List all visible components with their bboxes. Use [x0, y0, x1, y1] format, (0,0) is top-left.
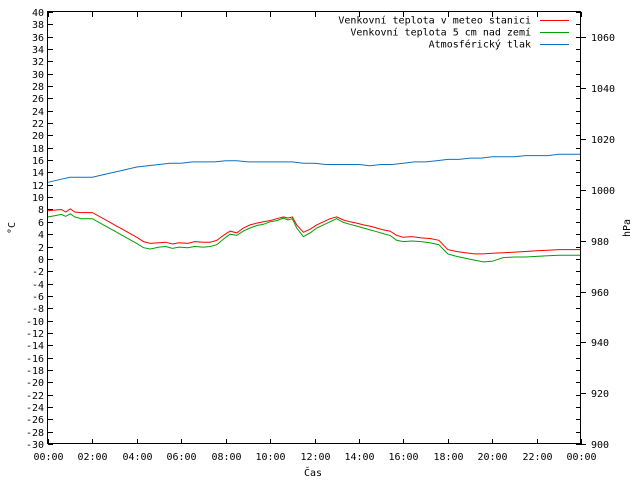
x-axis-label: Čas: [304, 466, 322, 479]
y-tick-label: 30: [32, 70, 44, 81]
y-tick-label: -10: [26, 317, 44, 328]
y-tick-label: 0: [38, 255, 44, 266]
plot-frame: [47, 11, 581, 444]
y-tick-label: 12: [32, 181, 44, 192]
y-tick-label: 14: [32, 168, 44, 179]
y2-tick-label: 1040: [591, 84, 615, 95]
legend: Venkovní teplota v meteo staniciVenkovní…: [338, 15, 569, 51]
legend-label-2: Venkovní teplota 5 cm nad zemí: [350, 27, 531, 39]
x-tick-label: 00:00: [566, 452, 596, 463]
y-axis-label-right: hPa: [622, 219, 633, 237]
y-tick-label: 36: [32, 33, 44, 44]
x-tick-label: 16:00: [388, 452, 418, 463]
y2-tick-label: 1020: [591, 135, 615, 146]
y-tick-label: -18: [26, 366, 44, 377]
x-tick-label: 22:00: [522, 452, 552, 463]
x-tick-label: 14:00: [344, 452, 374, 463]
y-tick-label: 2: [38, 243, 44, 254]
y-tick-label: 38: [32, 20, 44, 31]
y-tick-label: 24: [32, 107, 44, 118]
x-tick-label: 10:00: [255, 452, 285, 463]
y2-tick-label: 1060: [591, 33, 615, 44]
y-tick-label: -24: [26, 403, 44, 414]
y-tick-label: -28: [26, 428, 44, 439]
x-tick-label: 12:00: [300, 452, 330, 463]
y2-tick-label: 960: [591, 288, 609, 299]
y-tick-label: -26: [26, 415, 44, 426]
x-tick-label: 00:00: [33, 452, 63, 463]
y2-tick-label: 920: [591, 389, 609, 400]
y-tick-label: 32: [32, 57, 44, 68]
series-line-2: [47, 213, 581, 263]
y-tick-label: 26: [32, 94, 44, 105]
x-tick-label: 02:00: [77, 452, 107, 463]
y-tick-label: 20: [32, 131, 44, 142]
y-tick-label: -22: [26, 391, 44, 402]
y-tick-label: 10: [32, 193, 44, 204]
y-tick-label: 34: [32, 45, 44, 56]
series-line-1: [47, 208, 581, 255]
y-tick-label: 18: [32, 144, 44, 155]
y-tick-label: 6: [38, 218, 44, 229]
series-layer: [47, 153, 581, 263]
y2-tick-label: 940: [591, 338, 609, 349]
y-tick-label: 22: [32, 119, 44, 130]
y-tick-label: 8: [38, 205, 44, 216]
y-tick-label: -6: [32, 292, 44, 303]
legend-label-1: Venkovní teplota v meteo stanici: [338, 15, 531, 27]
x-tick-label: 04:00: [122, 452, 152, 463]
y-axis-label-left: °C: [7, 222, 18, 234]
y-tick-label: 28: [32, 82, 44, 93]
y-tick-label: 4: [38, 230, 44, 241]
y-axis-right: 900 920 940 960 980 1000 1020 1040 1060: [581, 33, 615, 451]
y-tick-label: 40: [32, 8, 44, 19]
y-tick-label: -16: [26, 354, 44, 365]
x-axis: 00:00 02:00 04:00 06:00 08:00 10:00 12:00 14:00…: [33, 12, 597, 463]
y-axis-left: -30-28-26-24-22-20-18-16-14-12-10-8-6-4-…: [26, 8, 581, 451]
y2-tick-label: 980: [591, 237, 609, 248]
y-tick-label: 16: [32, 156, 44, 167]
y-tick-label: -8: [32, 304, 44, 315]
series-line-3: [47, 153, 581, 183]
y-tick-label: -20: [26, 378, 44, 389]
y2-tick-label: 900: [591, 440, 609, 451]
y-tick-label: -30: [26, 440, 44, 451]
y-tick-label: -4: [32, 280, 44, 291]
y-tick-label: -14: [26, 341, 44, 352]
y-tick-label: -12: [26, 329, 44, 340]
y-tick-label: -2: [32, 267, 44, 278]
x-tick-label: 20:00: [477, 452, 507, 463]
x-tick-label: 08:00: [211, 452, 241, 463]
y2-tick-label: 1000: [591, 186, 615, 197]
legend-label-3: Atmosférický tlak: [429, 39, 531, 51]
x-tick-label: 18:00: [433, 452, 463, 463]
x-tick-label: 06:00: [166, 452, 196, 463]
